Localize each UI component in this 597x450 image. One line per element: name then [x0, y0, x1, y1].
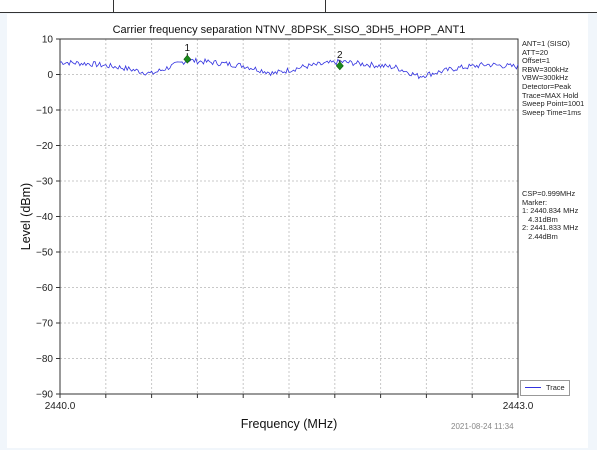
timestamp: 2021-08-24 11:34 — [451, 422, 514, 431]
top-strip-divider — [325, 0, 326, 12]
marker-label: 1 — [185, 43, 191, 54]
y-tick-label: −30 — [36, 177, 53, 188]
y-tick-label: −10 — [36, 106, 53, 117]
x-tick-label: 2440.0 — [45, 401, 76, 412]
x-axis-label: Frequency (MHz) — [241, 417, 338, 431]
legend-line-trace — [525, 387, 541, 388]
y-tick-label: −60 — [36, 283, 53, 294]
top-strip — [0, 0, 597, 13]
x-tick-label: 2443.0 — [503, 401, 534, 412]
y-axis-label: Level (dBm) — [19, 183, 33, 250]
y-tick-label: 10 — [42, 35, 54, 46]
y-tick-label: −20 — [36, 141, 53, 152]
y-tick-label: −40 — [36, 212, 53, 223]
y-tick-label: −80 — [36, 354, 53, 365]
legend: Trace — [520, 380, 570, 396]
top-strip-divider — [113, 0, 114, 12]
marker-label: 2 — [337, 50, 343, 61]
y-tick-label: −90 — [36, 390, 53, 401]
chart-title: Carrier frequency separation NTNV_8DPSK_… — [113, 24, 466, 36]
marker-point — [183, 54, 192, 64]
legend-label-trace: Trace — [546, 383, 565, 392]
chart-panel — [7, 14, 588, 448]
marker-info: CSP=0.999MHz Marker: 1: 2440.834 MHz 4.3… — [522, 189, 579, 241]
y-tick-label: −70 — [36, 319, 53, 330]
trace-line — [59, 57, 519, 80]
settings-info: ANT=1 (SISO) ATT=20 Offset=1 RBW=300kHz … — [522, 39, 585, 117]
y-tick-label: −50 — [36, 248, 53, 259]
y-tick-label: 0 — [47, 70, 53, 81]
marker-point — [335, 61, 344, 71]
